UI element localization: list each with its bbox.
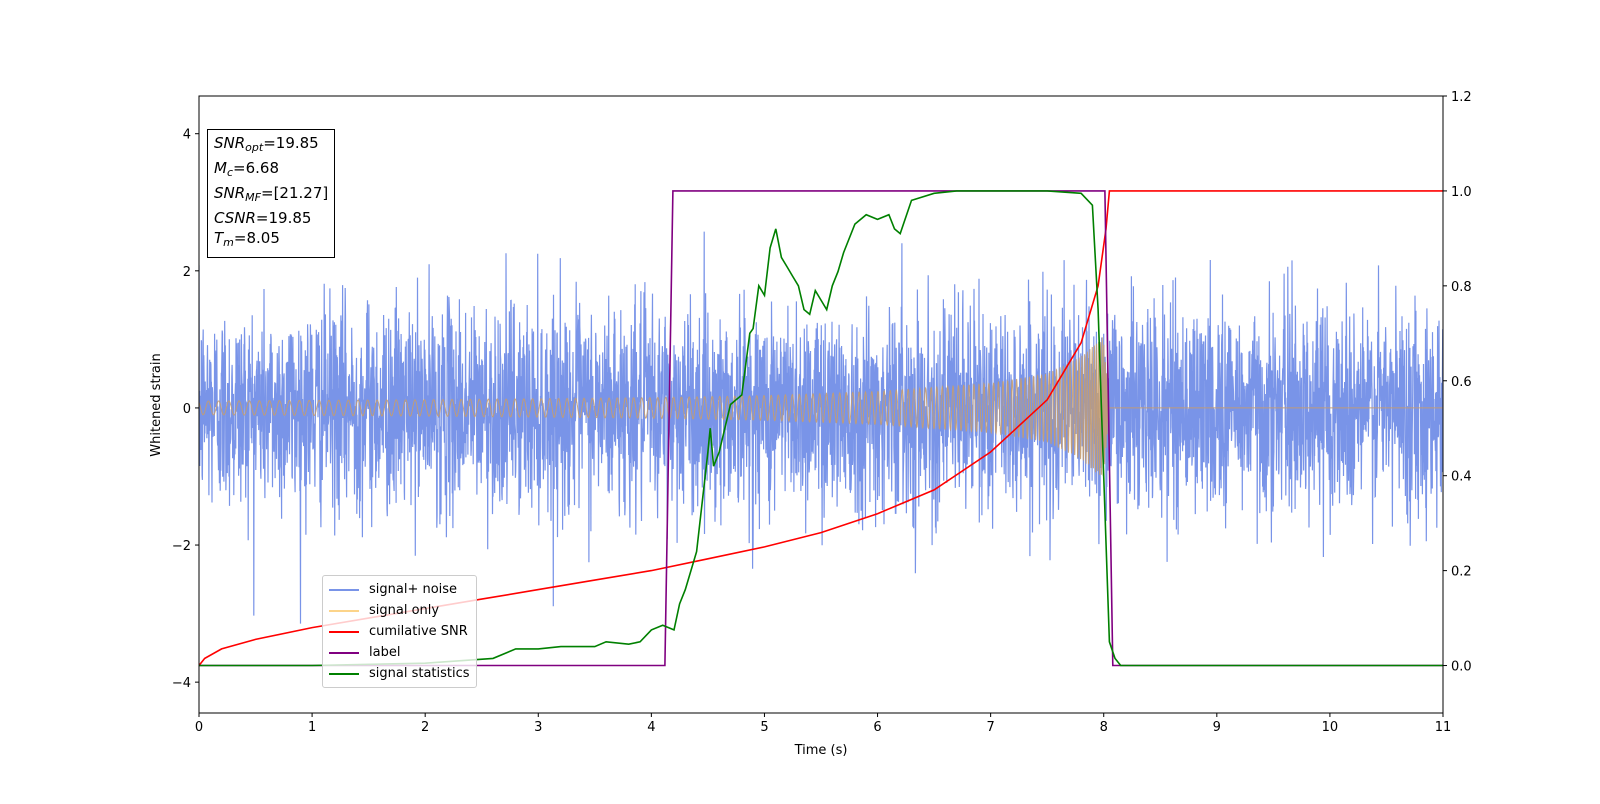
series-cumulative-snr <box>199 190 1443 667</box>
legend-swatch <box>329 630 359 633</box>
legend-label: cumilative SNR <box>369 624 468 639</box>
legend-swatch <box>329 588 359 591</box>
x-tick-label: 10 <box>1322 720 1339 735</box>
legend-item-signal-statistics: signal statistics <box>329 663 470 684</box>
axis-layer: 0 1 2 3 4 5 6 7 8 9 10 11 4 2 0 −2 −4 1.2 1.0 0.8 0.6 0.4 0.2 0… <box>172 90 1472 735</box>
legend-swatch <box>329 672 359 675</box>
tm-annotation: Tm=8.05 <box>214 229 280 249</box>
legend-label: signal only <box>369 603 440 618</box>
legend-item-cumulative-snr: cumilative SNR <box>329 621 470 642</box>
plot-layer <box>199 190 1443 667</box>
y-right-tick-label: 1.0 <box>1451 185 1472 200</box>
series-signal-only <box>199 337 1443 476</box>
legend-item-signal-noise: signal+ noise <box>329 579 470 600</box>
legend-label: signal statistics <box>369 666 470 681</box>
legend: signal+ noise signal only cumilative SNR… <box>322 575 477 688</box>
series-label <box>199 190 1443 667</box>
legend-label: label <box>369 645 401 660</box>
y-axis-label: Whitened strain <box>149 353 164 456</box>
y-left-tick-label: −2 <box>172 539 191 554</box>
x-tick-label: 3 <box>534 720 542 735</box>
x-tick-label: 11 <box>1435 720 1452 735</box>
y-right-tick-label: 0.6 <box>1451 375 1472 390</box>
y-right-tick-label: 0.0 <box>1451 660 1472 675</box>
legend-item-label: label <box>329 642 470 663</box>
x-tick-label: 9 <box>1213 720 1221 735</box>
y-left-tick-label: 2 <box>183 265 191 280</box>
x-tick-label: 4 <box>647 720 655 735</box>
x-tick-label: 8 <box>1100 720 1108 735</box>
x-tick-label: 2 <box>421 720 429 735</box>
x-axis-label: Time (s) <box>794 743 848 758</box>
series-signal-statistics <box>199 190 1443 667</box>
y-right-tick-label: 0.8 <box>1451 280 1472 295</box>
legend-swatch <box>329 651 359 654</box>
y-right-tick-label: 0.2 <box>1451 565 1472 580</box>
snr-opt-annotation: SNRopt=19.85 <box>214 134 319 154</box>
snr-mf-annotation: SNRMF=[21.27] <box>214 184 329 204</box>
csnr-annotation: CSNR=19.85 <box>214 209 312 227</box>
x-tick-label: 1 <box>308 720 316 735</box>
legend-swatch <box>329 609 359 612</box>
y-right-tick-label: 1.2 <box>1451 90 1472 105</box>
y-left-tick-label: 4 <box>183 128 191 143</box>
x-tick-label: 0 <box>195 720 203 735</box>
y-left-tick-label: 0 <box>183 402 191 417</box>
y-left-tick-label: −4 <box>172 676 191 691</box>
legend-label: signal+ noise <box>369 582 458 597</box>
x-tick-label: 6 <box>873 720 881 735</box>
mc-annotation: Mc=6.68 <box>214 159 279 179</box>
plot-frame <box>198 95 1444 714</box>
x-tick-label: 7 <box>986 720 994 735</box>
x-tick-label: 5 <box>760 720 768 735</box>
annotation-box: SNRopt=19.85 Mc=6.68 SNRMF=[21.27] CSNR=… <box>207 129 336 258</box>
legend-item-signal-only: signal only <box>329 600 470 621</box>
y-right-tick-label: 0.4 <box>1451 470 1472 485</box>
